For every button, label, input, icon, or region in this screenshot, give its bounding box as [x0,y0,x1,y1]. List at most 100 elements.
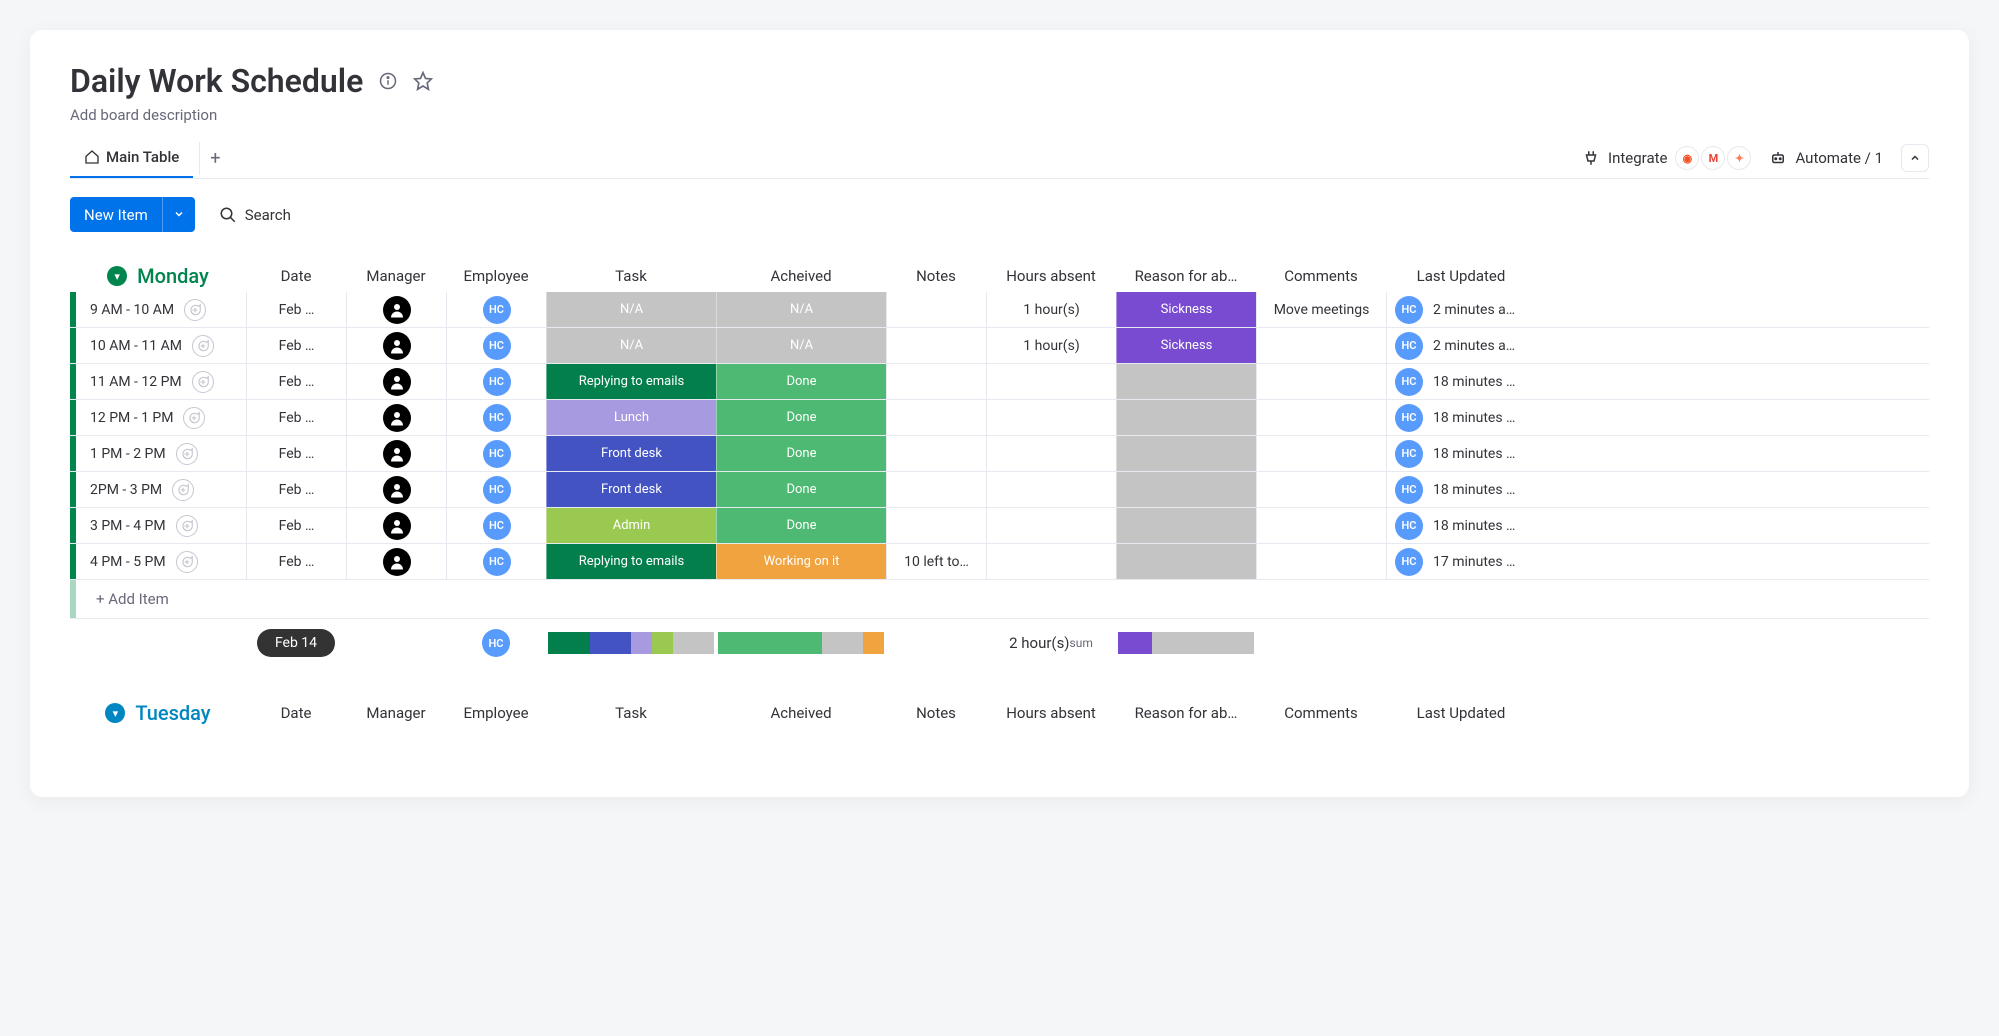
date-cell[interactable]: Feb … [246,328,346,363]
comments-cell[interactable] [1256,472,1386,507]
search-button[interactable]: Search [219,206,291,224]
table-row[interactable]: 11 AM - 12 PMFeb …HCReplying to emailsDo… [70,364,1929,400]
date-cell[interactable]: Feb … [246,472,346,507]
table-row[interactable]: 12 PM - 1 PMFeb …HCLunchDoneHC18 minutes… [70,400,1929,436]
table-row[interactable]: 2PM - 3 PMFeb …HCFront deskDoneHC18 minu… [70,472,1929,508]
expand-icon[interactable] [192,335,214,357]
hours-cell[interactable] [986,544,1116,579]
manager-cell[interactable] [346,364,446,399]
notes-cell[interactable]: 10 left to… [886,544,986,579]
manager-cell[interactable] [346,400,446,435]
notes-cell[interactable] [886,328,986,363]
column-header[interactable]: Employee [446,697,546,729]
info-icon[interactable] [379,72,397,90]
column-header[interactable]: Reason for ab… [1116,697,1256,729]
task-cell[interactable]: N/A [546,292,716,327]
column-header[interactable]: Reason for ab… [1116,260,1256,292]
task-cell[interactable]: Replying to emails [546,544,716,579]
task-cell[interactable]: N/A [546,328,716,363]
group-title-cell[interactable]: ▾Monday [76,260,246,292]
column-header[interactable]: Date [246,697,346,729]
column-header[interactable]: Last Updated [1386,260,1536,292]
time-cell[interactable]: 11 AM - 12 PM [76,364,246,399]
column-header[interactable]: Notes [886,260,986,292]
reason-cell[interactable] [1116,472,1256,507]
column-header[interactable]: Task [546,697,716,729]
notes-cell[interactable] [886,292,986,327]
hours-cell[interactable] [986,508,1116,543]
time-cell[interactable]: 9 AM - 10 AM [76,292,246,327]
comments-cell[interactable] [1256,508,1386,543]
achieved-cell[interactable]: Done [716,508,886,543]
expand-icon[interactable] [176,515,198,537]
employee-cell[interactable]: HC [446,472,546,507]
manager-cell[interactable] [346,328,446,363]
reason-cell[interactable]: Sickness [1116,328,1256,363]
employee-cell[interactable]: HC [446,400,546,435]
column-header[interactable]: Comments [1256,697,1386,729]
date-cell[interactable]: Feb … [246,436,346,471]
task-cell[interactable]: Replying to emails [546,364,716,399]
hours-cell[interactable] [986,364,1116,399]
expand-icon[interactable] [176,551,198,573]
column-header[interactable]: Acheived [716,260,886,292]
comments-cell[interactable] [1256,400,1386,435]
table-row[interactable]: 3 PM - 4 PMFeb …HCAdminDoneHC18 minutes … [70,508,1929,544]
add-item-row[interactable]: + Add Item [70,580,1929,619]
expand-icon[interactable] [183,407,205,429]
employee-cell[interactable]: HC [446,508,546,543]
notes-cell[interactable] [886,472,986,507]
table-row[interactable]: 10 AM - 11 AMFeb …HCN/AN/A1 hour(s)Sickn… [70,328,1929,364]
date-cell[interactable]: Feb … [246,544,346,579]
add-tab-button[interactable]: + [199,142,230,175]
reason-cell[interactable] [1116,544,1256,579]
expand-icon[interactable] [192,371,214,393]
reason-cell[interactable] [1116,400,1256,435]
updated-cell[interactable]: HC18 minutes … [1386,364,1536,399]
manager-cell[interactable] [346,508,446,543]
employee-cell[interactable]: HC [446,544,546,579]
group-collapse-icon[interactable]: ▾ [107,266,127,286]
integrate-button[interactable]: Integrate ◉ M ✦ [1582,146,1751,170]
updated-cell[interactable]: HC18 minutes … [1386,400,1536,435]
column-header[interactable]: Last Updated [1386,697,1536,729]
star-icon[interactable] [413,71,433,91]
hours-cell[interactable] [986,436,1116,471]
employee-cell[interactable]: HC [446,328,546,363]
comments-cell[interactable] [1256,328,1386,363]
achieved-cell[interactable]: Done [716,364,886,399]
column-header[interactable]: Manager [346,697,446,729]
notes-cell[interactable] [886,400,986,435]
comments-cell[interactable] [1256,436,1386,471]
achieved-cell[interactable]: N/A [716,292,886,327]
notes-cell[interactable] [886,364,986,399]
chevron-down-icon[interactable] [162,197,195,232]
table-row[interactable]: 1 PM - 2 PMFeb …HCFront deskDoneHC18 min… [70,436,1929,472]
column-header[interactable]: Hours absent [986,697,1116,729]
date-cell[interactable]: Feb … [246,292,346,327]
updated-cell[interactable]: HC2 minutes a… [1386,292,1536,327]
group-collapse-icon[interactable]: ▾ [105,703,125,723]
time-cell[interactable]: 12 PM - 1 PM [76,400,246,435]
reason-cell[interactable] [1116,508,1256,543]
task-cell[interactable]: Lunch [546,400,716,435]
updated-cell[interactable]: HC18 minutes … [1386,472,1536,507]
expand-icon[interactable] [172,479,194,501]
time-cell[interactable]: 4 PM - 5 PM [76,544,246,579]
achieved-cell[interactable]: N/A [716,328,886,363]
table-row[interactable]: 9 AM - 10 AMFeb …HCN/AN/A1 hour(s)Sickne… [70,292,1929,328]
employee-cell[interactable]: HC [446,436,546,471]
column-header[interactable]: Employee [446,260,546,292]
date-cell[interactable]: Feb … [246,508,346,543]
column-header[interactable]: Hours absent [986,260,1116,292]
comments-cell[interactable] [1256,364,1386,399]
new-item-button[interactable]: New Item [70,197,195,232]
date-cell[interactable]: Feb … [246,400,346,435]
time-cell[interactable]: 2PM - 3 PM [76,472,246,507]
group-title-cell[interactable]: ▾Tuesday [76,697,246,729]
tab-main-table[interactable]: Main Table [70,138,193,178]
reason-cell[interactable] [1116,364,1256,399]
expand-icon[interactable] [176,443,198,465]
employee-cell[interactable]: HC [446,364,546,399]
time-cell[interactable]: 3 PM - 4 PM [76,508,246,543]
